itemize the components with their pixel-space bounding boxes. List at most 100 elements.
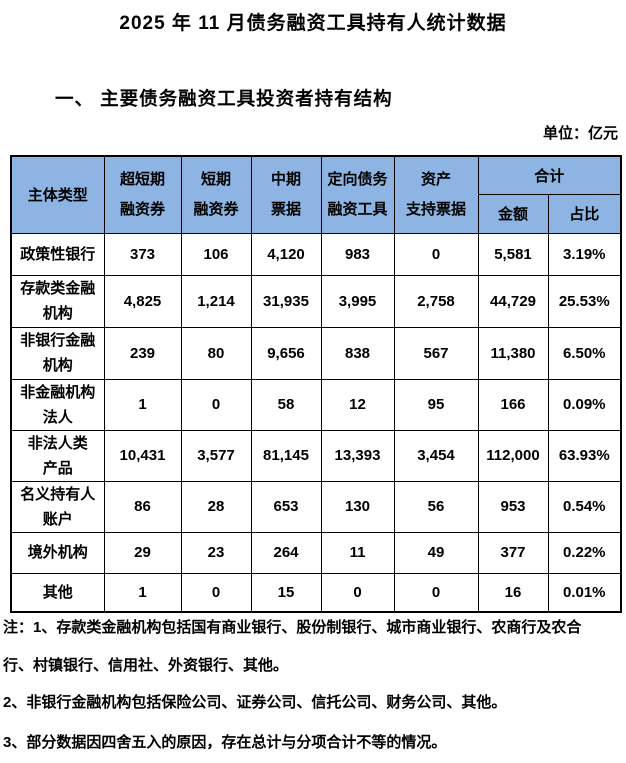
holders-table: 主体类型 超短期 融资券 短期 融资券 中期 票据 定向债务 融资工具 <box>10 155 623 613</box>
cell-value: 0 <box>393 232 479 276</box>
cell-value: 15 <box>250 572 322 613</box>
cell-value: 13,393 <box>320 429 395 482</box>
cell-value: 29 <box>103 531 182 574</box>
cell-value: 58 <box>250 378 322 431</box>
cell-value: 373 <box>103 232 182 276</box>
row-label: 其他 <box>10 572 105 613</box>
row-label-line: 机构 <box>42 357 73 374</box>
header-col-super-short-term-cp: 超短期 融资券 <box>103 155 182 234</box>
row-label: 非法人类 产品 <box>10 429 105 482</box>
cell-value: 653 <box>250 480 322 533</box>
header-line: 中期 <box>270 170 301 188</box>
cell-value: 112,000 <box>477 429 549 482</box>
header-line: 融资券 <box>119 200 165 218</box>
cell-value: 44,729 <box>477 274 549 328</box>
header-col-mtn: 中期 票据 <box>250 155 322 234</box>
row-label-line: 非金融机构 <box>20 383 96 401</box>
cell-value: 86 <box>103 480 182 533</box>
header-total-amount: 金额 <box>477 193 549 234</box>
cell-value: 10,431 <box>103 429 182 482</box>
row-label-line: 存款类金融 <box>20 280 96 297</box>
cell-value: 4,825 <box>103 274 182 328</box>
header-line: 资产 <box>420 170 451 188</box>
cell-value: 5,581 <box>477 232 549 276</box>
header-total: 合计 <box>477 155 622 195</box>
cell-value: 239 <box>103 326 182 380</box>
row-nonbank-financial-institutions: 非银行金融 机构 239 80 9,656 838 567 11,380 6.5… <box>10 326 622 380</box>
cell-value: 0.22% <box>547 531 622 574</box>
footnote-line: 行、村镇银行、信用社、外资银行、其他。 <box>3 657 289 674</box>
section-heading: 一、 主要债务融资工具投资者持有结构 <box>55 88 393 109</box>
row-depository-financial-institutions: 存款类金融 机构 4,825 1,214 31,935 3,995 2,758 … <box>10 274 622 328</box>
footnote-line: 2、非银行金融机构包括保险公司、证券公司、信托公司、财务公司、其他。 <box>3 694 507 711</box>
cell-value: 2,758 <box>393 274 479 328</box>
row-label-line: 机构 <box>42 305 73 322</box>
cell-value: 264 <box>250 531 322 574</box>
header-line: 票据 <box>270 200 301 218</box>
row-label-line: 境外机构 <box>27 544 88 561</box>
header-line: 融资工具 <box>327 200 388 218</box>
row-policy-banks: 政策性银行 373 106 4,120 983 0 5,581 3.19% <box>10 232 622 276</box>
cell-value: 16 <box>477 572 549 613</box>
cell-value: 0 <box>180 572 252 613</box>
cell-value: 56 <box>393 480 479 533</box>
header-entity-type: 主体类型 <box>10 155 105 234</box>
cell-value: 9,656 <box>250 326 322 380</box>
row-label-line: 非法人类 <box>27 434 88 452</box>
cell-value: 31,935 <box>250 274 322 328</box>
cell-value: 1 <box>103 572 182 613</box>
cell-value: 983 <box>320 232 395 276</box>
table-body: 政策性银行 373 106 4,120 983 0 5,581 3.19% 存款… <box>10 232 622 613</box>
row-label: 存款类金融 机构 <box>10 274 105 328</box>
cell-value: 567 <box>393 326 479 380</box>
cell-value: 23 <box>180 531 252 574</box>
row-label: 政策性银行 <box>10 232 105 276</box>
cell-value: 3,995 <box>320 274 395 328</box>
row-label: 非金融机构 法人 <box>10 378 105 431</box>
cell-value: 28 <box>180 480 252 533</box>
row-label: 非银行金融 机构 <box>10 326 105 380</box>
cell-value: 81,145 <box>250 429 322 482</box>
cell-value: 25.53% <box>547 274 622 328</box>
row-label: 境外机构 <box>10 531 105 574</box>
cell-value: 106 <box>180 232 252 276</box>
header-col-ppn: 定向债务 融资工具 <box>320 155 395 234</box>
cell-value: 0.54% <box>547 480 622 533</box>
cell-value: 130 <box>320 480 395 533</box>
header-total-share: 占比 <box>547 193 622 234</box>
cell-value: 1,214 <box>180 274 252 328</box>
row-nominee-holder-accounts: 名义持有人 账户 86 28 653 130 56 953 0.54% <box>10 480 622 533</box>
cell-value: 80 <box>180 326 252 380</box>
cell-value: 95 <box>393 378 479 431</box>
row-label-line: 法人 <box>42 408 73 426</box>
cell-value: 0 <box>320 572 395 613</box>
cell-value: 11,380 <box>477 326 549 380</box>
cell-value: 838 <box>320 326 395 380</box>
header-line: 短期 <box>200 170 231 188</box>
cell-value: 0.09% <box>547 378 622 431</box>
header-line: 支持票据 <box>405 200 466 218</box>
row-label-line: 名义持有人 <box>20 485 96 503</box>
header-col-abn: 资产 支持票据 <box>393 155 479 234</box>
row-label-line: 非银行金融 <box>20 332 96 349</box>
row-nonlegal-person-products: 非法人类 产品 10,431 3,577 81,145 13,393 3,454… <box>10 429 622 482</box>
unit-label: 单位：亿元 <box>542 125 618 142</box>
row-nonfinancial-corporates: 非金融机构 法人 1 0 58 12 95 166 0.09% <box>10 378 622 431</box>
footnote-line: 注：1、存款类金融机构包括国有商业银行、股份制银行、城市商业银行、农商行及农合 <box>3 619 582 636</box>
cell-value: 166 <box>477 378 549 431</box>
cell-value: 3,454 <box>393 429 479 482</box>
header-line: 超短期 <box>119 170 165 188</box>
cell-value: 3.19% <box>547 232 622 276</box>
cell-value: 4,120 <box>250 232 322 276</box>
header-line: 定向债务 <box>327 170 388 188</box>
cell-value: 377 <box>477 531 549 574</box>
cell-value: 1 <box>103 378 182 431</box>
cell-value: 3,577 <box>180 429 252 482</box>
cell-value: 6.50% <box>547 326 622 380</box>
row-label-line: 其他 <box>42 583 73 601</box>
cell-value: 12 <box>320 378 395 431</box>
row-label-line: 政策性银行 <box>20 245 96 263</box>
header-col-short-term-cp: 短期 融资券 <box>180 155 252 234</box>
row-label-line: 产品 <box>42 459 73 477</box>
